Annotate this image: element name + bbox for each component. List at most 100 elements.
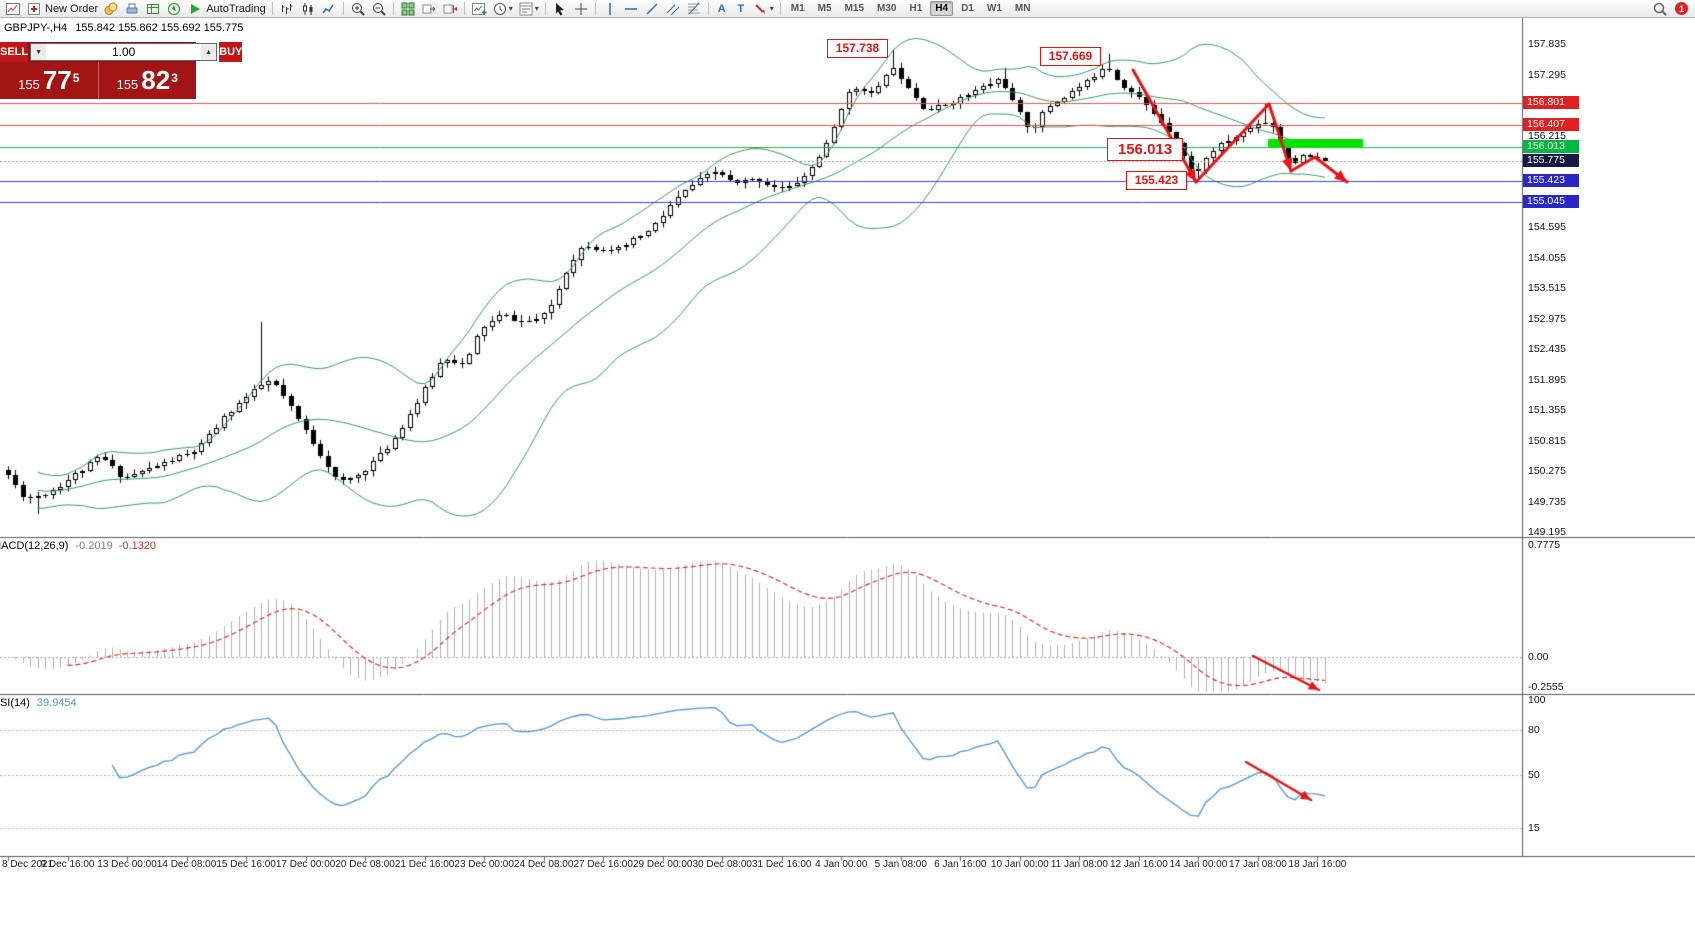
- chart-ohlc: 155.842 155.862 155.692 155.775: [75, 22, 244, 34]
- data-window-icon: [145, 1, 161, 17]
- volume-input[interactable]: [46, 44, 202, 60]
- volume-decrease-button[interactable]: ▼: [31, 44, 47, 60]
- data-window-icon[interactable]: [143, 1, 163, 17]
- price-axis-label: 149.195: [1528, 526, 1566, 539]
- time-axis-label: 31 Dec 16:00: [752, 859, 812, 870]
- price-axis-tag: 155.423: [1523, 173, 1579, 187]
- arrows-icon[interactable]: ▾: [751, 1, 776, 17]
- chevron-down-icon: ▾: [769, 4, 774, 13]
- price-axis-label: 149.735: [1528, 495, 1566, 508]
- zoom-in-icon[interactable]: [348, 1, 368, 17]
- chart-shift-icon: [442, 1, 458, 17]
- buy-price-sub: 3: [171, 71, 178, 85]
- chart-symbol-period: GBPJPY-,H4: [4, 22, 68, 34]
- price-axis-label: 154.595: [1528, 221, 1566, 234]
- fibonacci-icon[interactable]: [684, 1, 704, 17]
- text-label-icon[interactable]: T: [732, 1, 750, 17]
- zoom-out-icon[interactable]: [369, 1, 389, 17]
- price-annotation-156013[interactable]: 156.013: [1107, 138, 1183, 161]
- time-axis-label: 4 Jan 00:00: [815, 859, 868, 870]
- toolbar-separator: [271, 2, 273, 15]
- toolbar-separator: [594, 2, 596, 15]
- buy-button[interactable]: BUY: [219, 42, 243, 62]
- timeframe-mn-button[interactable]: MN: [1014, 3, 1031, 14]
- toolbar-separator: [544, 2, 546, 15]
- time-axis-label: 27 Dec 16:00: [573, 859, 633, 870]
- chart-shift-icon[interactable]: [440, 1, 460, 17]
- time-axis-label: 20 Dec 08:00: [335, 859, 395, 870]
- timeframe-d1-button[interactable]: D1: [961, 3, 974, 14]
- buy-price[interactable]: 155 82 3: [99, 62, 197, 99]
- macd-axis-label: -0.2555: [1528, 681, 1564, 693]
- new-order-button[interactable]: New Order: [24, 1, 100, 17]
- rsi-axis-label: 50: [1528, 769, 1540, 781]
- rsi-name: RSI(14): [0, 697, 30, 709]
- fibonacci-icon: [686, 1, 702, 17]
- price-axis-label: 153.515: [1528, 282, 1566, 295]
- cursor-icon[interactable]: [550, 1, 570, 17]
- price-axis-label: 154.055: [1528, 251, 1566, 264]
- tile-windows-icon: [400, 1, 416, 17]
- indicators-icon[interactable]: [469, 1, 489, 17]
- auto-scroll-icon: [421, 1, 437, 17]
- time-axis-label: 30 Dec 08:00: [692, 859, 752, 870]
- periods-icon[interactable]: ▾: [490, 1, 515, 17]
- autotrading-button[interactable]: AutoTrading: [185, 1, 268, 17]
- price-axis-tag: 156.407: [1523, 117, 1579, 131]
- price-axis-label: 150.275: [1528, 465, 1566, 478]
- line-chart-icon[interactable]: [319, 1, 339, 17]
- text-icon[interactable]: A: [713, 1, 731, 17]
- price-axis-tag: 156.013: [1523, 140, 1579, 154]
- price-annotation-157738[interactable]: 157.738: [827, 39, 888, 58]
- time-axis-label: 8 Dec 2021: [2, 859, 54, 870]
- price-axis-tag: 155.775: [1523, 153, 1579, 167]
- price-annotation-155423[interactable]: 155.423: [1126, 171, 1187, 190]
- toolbar-separator: [779, 2, 781, 15]
- order-panel-divider: [97, 62, 99, 99]
- timeframe-m1-button[interactable]: M1: [790, 3, 805, 14]
- price-axis-label: 157.295: [1528, 68, 1566, 81]
- rsi-value: 39.9454: [36, 697, 77, 709]
- tile-windows-icon[interactable]: [398, 1, 418, 17]
- templates-icon[interactable]: ▾: [516, 1, 541, 17]
- timeframe-m30-button[interactable]: M30: [877, 3, 897, 14]
- auto-scroll-icon[interactable]: [419, 1, 439, 17]
- volume-increase-button[interactable]: ▲: [201, 44, 217, 60]
- deposit-icon[interactable]: [101, 1, 121, 17]
- price-axis-tag: 155.045: [1523, 194, 1579, 208]
- sell-button[interactable]: SELL: [0, 42, 29, 62]
- print-icon: [124, 1, 140, 17]
- timeframe-w1-button[interactable]: W1: [986, 3, 1002, 14]
- sell-price[interactable]: 155 77 5: [0, 62, 98, 99]
- horizontal-line-icon[interactable]: [621, 1, 641, 17]
- bar-chart-icon[interactable]: [277, 1, 297, 17]
- sell-price-pips: 77: [42, 65, 72, 95]
- new-chart-icon[interactable]: [3, 1, 23, 17]
- timeframe-h4-button[interactable]: H4: [930, 1, 954, 16]
- equidistant-channel-icon: [665, 1, 681, 17]
- time-axis-label: 10 Jan 00:00: [990, 859, 1049, 870]
- timeframe-h1-button[interactable]: H1: [909, 3, 923, 14]
- navigator-icon[interactable]: [164, 1, 184, 17]
- time-axis-label: 6 Jan 16:00: [934, 859, 987, 870]
- vertical-line-icon[interactable]: [600, 1, 620, 17]
- deposit-icon: [103, 1, 119, 17]
- notification-badge[interactable]: 1: [1675, 2, 1688, 15]
- new-chart-icon: [5, 1, 21, 17]
- timeframe-m15-button[interactable]: M15: [844, 3, 865, 14]
- candlestick-chart-icon[interactable]: [298, 1, 318, 17]
- price-annotation-157669[interactable]: 157.669: [1040, 47, 1101, 66]
- search-icon[interactable]: [1650, 1, 1670, 17]
- zoom-in-icon: [350, 1, 366, 17]
- time-axis-label: 17 Jan 08:00: [1228, 859, 1287, 870]
- timeframe-m5-button[interactable]: M5: [817, 3, 832, 14]
- rsi-axis-label: 15: [1528, 821, 1540, 834]
- trendline-icon[interactable]: [642, 1, 662, 17]
- price-axis-label: 156.215: [1528, 129, 1566, 142]
- up-arrow-icon: ▲: [205, 48, 213, 56]
- crosshair-icon[interactable]: [571, 1, 591, 17]
- print-icon[interactable]: [122, 1, 142, 17]
- equidistant-channel-icon[interactable]: [663, 1, 683, 17]
- rsi-axis-label: 80: [1528, 724, 1540, 736]
